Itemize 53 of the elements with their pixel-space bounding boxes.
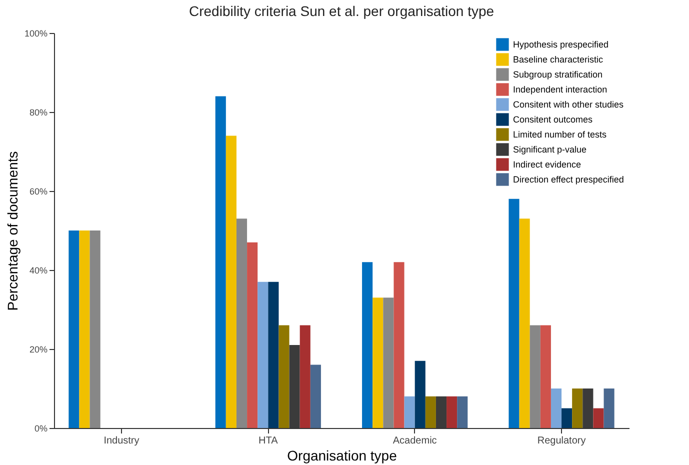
bar	[425, 396, 436, 428]
bar	[236, 218, 248, 428]
legend-label: Independent interaction	[513, 84, 608, 94]
bar	[226, 136, 236, 428]
bar	[540, 325, 551, 428]
legend-label: Subgroup stratification	[513, 70, 603, 80]
bar	[508, 198, 520, 428]
y-axis-title: Percentage of documents	[4, 151, 20, 311]
bar	[90, 230, 100, 428]
legend-label: Baseline characteristic	[513, 54, 604, 64]
bar	[215, 96, 226, 428]
y-tick-label: 60%	[29, 186, 48, 196]
legend-label: Direction effect prespecified	[513, 174, 624, 184]
bar	[247, 242, 258, 428]
x-tick-label: Regulatory	[537, 436, 586, 446]
y-tick-label: 20%	[29, 344, 48, 354]
legend-label: Limited number of tests	[513, 130, 608, 140]
bar	[68, 230, 80, 428]
bar	[300, 325, 310, 428]
bar	[278, 325, 290, 428]
bar	[383, 298, 394, 428]
bar	[604, 388, 614, 428]
bar	[562, 408, 572, 428]
x-tick-label: HTA	[258, 436, 278, 446]
legend-label: Indirect evidence	[513, 160, 582, 170]
bar	[550, 388, 562, 428]
y-tick-label: 40%	[29, 266, 48, 276]
bar	[372, 298, 384, 428]
legend-label: Significant p-value	[513, 144, 587, 154]
x-tick-label: Industry	[104, 436, 140, 446]
bar	[593, 408, 604, 428]
bar	[414, 360, 426, 428]
x-axis-title: Organisation type	[287, 448, 398, 464]
bar	[79, 230, 90, 428]
bar	[530, 325, 540, 428]
legend-label: Consitent outcomes	[513, 114, 594, 124]
bar	[362, 262, 373, 428]
y-tick-label: 80%	[29, 108, 48, 118]
chart-title: Credibility criteria Sun et al. per organisation type	[188, 3, 494, 19]
bar	[394, 262, 404, 428]
legend-label: Consitent with other studies	[513, 100, 624, 110]
bar	[310, 364, 321, 428]
bar	[446, 396, 458, 428]
bar	[404, 396, 415, 428]
y-tick-label: 100%	[24, 28, 48, 38]
x-tick-label: Academic	[392, 436, 437, 446]
legend-label: Hypothesis prespecified	[513, 40, 609, 50]
bar	[268, 282, 279, 428]
bar	[519, 218, 530, 428]
y-tick-label: 0%	[34, 424, 48, 434]
bar	[457, 396, 468, 428]
bar	[258, 282, 268, 428]
bar	[572, 388, 583, 428]
